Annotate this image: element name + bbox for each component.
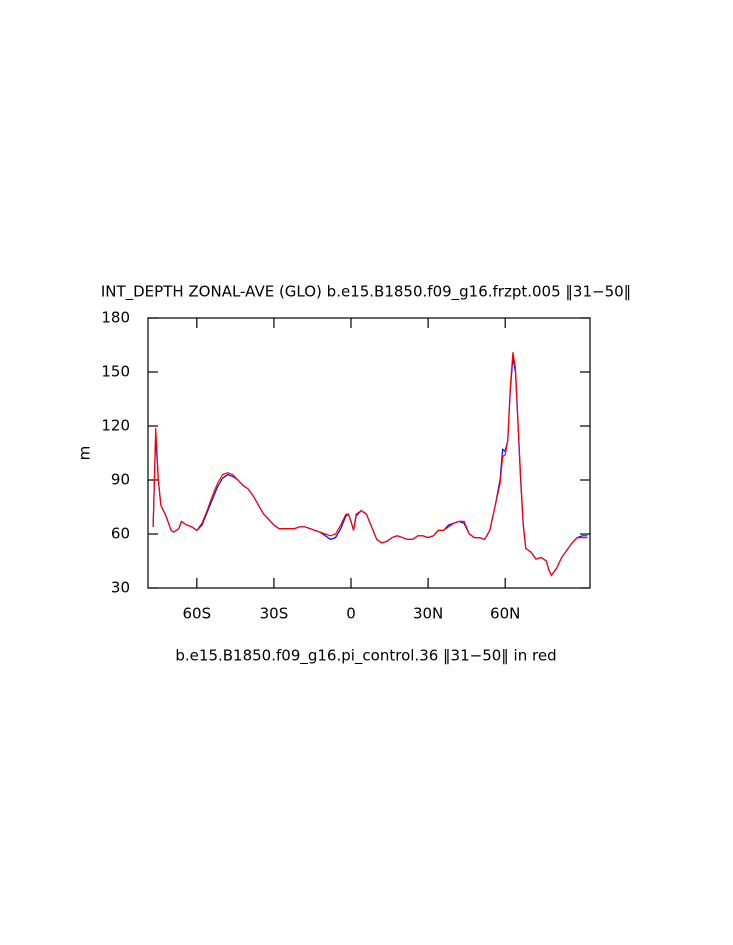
- chart-title: INT_DEPTH ZONAL-AVE (GLO) b.e15.B1850.f0…: [101, 283, 631, 302]
- x-tick-label: 60S: [183, 605, 212, 623]
- axes: [148, 317, 590, 589]
- y-axis-label: m: [76, 446, 94, 461]
- chart-subtitle: b.e15.B1850.f09_g16.pi_control.36 ‖31−50…: [175, 647, 556, 666]
- data-line: [152, 357, 588, 577]
- y-tick-label: 60: [111, 525, 130, 543]
- x-tick-label: 0: [346, 605, 356, 623]
- y-tick-label: 90: [111, 471, 130, 489]
- x-tick-label: 30S: [260, 605, 289, 623]
- plot-frame: [147, 317, 591, 589]
- x-tick-label: 60N: [490, 605, 520, 623]
- x-tick-label: 30N: [413, 605, 443, 623]
- y-tick-label: 30: [111, 579, 130, 597]
- y-tick-label: 120: [101, 417, 130, 435]
- y-tick-label: 150: [101, 363, 130, 381]
- y-tick-label: 180: [101, 309, 130, 327]
- data-line: [152, 352, 588, 577]
